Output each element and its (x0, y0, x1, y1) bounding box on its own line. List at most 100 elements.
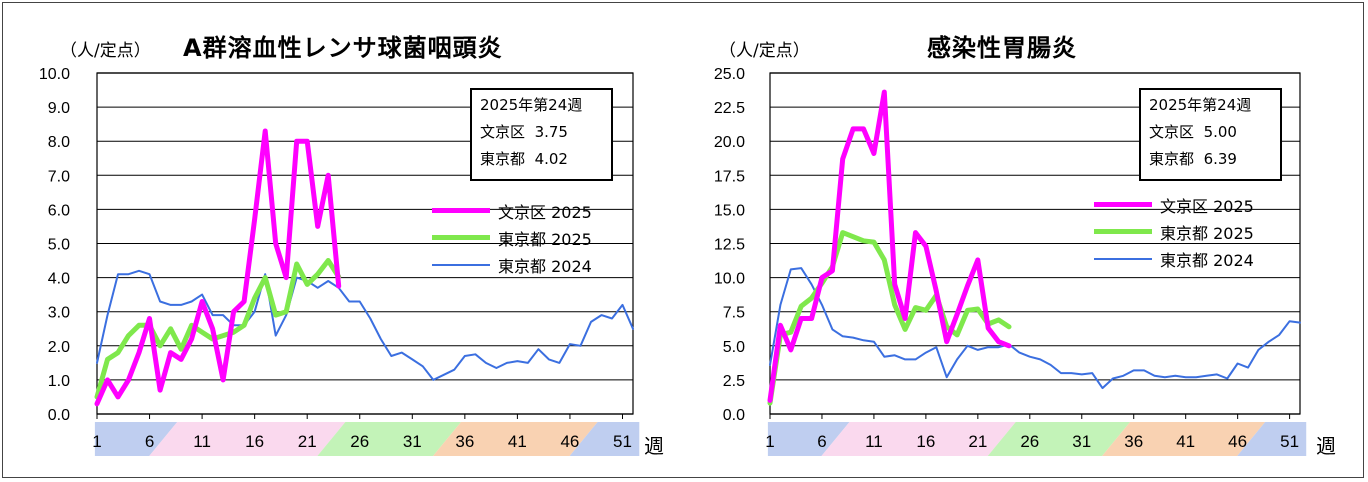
x-tick-label: 31 (1072, 432, 1091, 451)
legend-swatch (1094, 229, 1152, 234)
summary-label: 文京区 (1149, 123, 1195, 141)
legend-item-tokyo-2025: 東京都 2025 (432, 225, 632, 252)
season-band-autumn (432, 422, 598, 456)
legend-label: 東京都 2025 (1160, 224, 1254, 243)
y-axis-unit: （人/定点） (60, 41, 151, 61)
x-tick-label: 11 (865, 432, 883, 451)
y-tick-label: 0.0 (723, 407, 745, 424)
y-tick-label: 5.0 (723, 339, 745, 356)
summary-box: 2025年第24週 文京区 5.00 東京都 6.39 (1139, 88, 1282, 181)
x-tick-label: 21 (298, 432, 317, 451)
summary-value: 4.02 (534, 150, 568, 168)
y-tick-label: 25.0 (714, 66, 745, 83)
y-tick-label: 7.0 (48, 168, 70, 185)
summary-label: 文京区 (480, 123, 526, 141)
summary-value: 5.00 (1203, 123, 1237, 141)
y-tick-label: 15.0 (714, 202, 745, 219)
y-tick-label: 12.5 (714, 237, 745, 254)
legend: 文京区 2025 東京都 2025 東京都 2024 (432, 198, 632, 279)
season-band-winter-end (569, 422, 640, 456)
x-tick-label: 36 (455, 432, 474, 451)
chart-title: 感染性胃腸炎 (927, 34, 1077, 62)
summary-value: 3.75 (534, 123, 568, 141)
x-tick-label: 26 (1020, 432, 1039, 451)
x-tick-label: 21 (968, 432, 987, 451)
chart-gastro-svg: 0.0 2.5 5.0 7.5 10.0 12.5 15.0 17.5 20.0 22.5 25.0… (714, 66, 1307, 456)
x-tick-label: 41 (508, 432, 527, 451)
legend-item-tokyo-2024: 東京都 2024 (1094, 246, 1294, 273)
plot-area (96, 72, 634, 415)
y-axis-unit: （人/定点） (719, 41, 810, 61)
legend: 文京区 2025 東京都 2025 東京都 2024 (1094, 192, 1294, 273)
y-tick-label: 2.0 (48, 339, 70, 356)
legend-label: 東京都 2024 (1160, 251, 1254, 270)
plot-area (769, 72, 1301, 415)
y-tick-label: 2.5 (723, 373, 745, 390)
summary-box-title: 2025年第24週 (480, 96, 583, 114)
x-tick-label: 36 (1124, 432, 1143, 451)
legend-item-tokyo-2024: 東京都 2024 (432, 252, 632, 279)
legend-swatch (432, 264, 490, 266)
x-tick-label: 31 (403, 432, 422, 451)
y-tick-label: 10.0 (39, 66, 70, 83)
summary-box: 2025年第24週 文京区 3.75 東京都 4.02 (470, 88, 613, 181)
x-tick-label: 51 (1280, 432, 1299, 451)
x-axis-unit: 週 (644, 434, 664, 458)
series-line-bunkyo-2025 (94, 128, 342, 407)
series-line-tokyo-2025 (767, 230, 1012, 406)
legend-item-bunkyo-2025: 文京区 2025 (432, 198, 632, 225)
series-line-bunkyo-2025 (767, 89, 1012, 403)
x-tick-label: 6 (145, 432, 154, 451)
series-line-tokyo-2024 (769, 267, 1301, 390)
x-tick-label: 16 (245, 432, 264, 451)
summary-box-title: 2025年第24週 (1149, 96, 1252, 114)
y-tick-label: 6.0 (48, 202, 70, 219)
summary-value: 6.39 (1203, 150, 1237, 168)
legend-swatch (432, 208, 490, 213)
season-band-autumn (1102, 422, 1266, 456)
legend-swatch (1094, 202, 1152, 207)
summary-label: 東京都 (1149, 150, 1195, 168)
summary-row-tokyo: 東京都 4.02 (480, 146, 603, 173)
summary-row-tokyo: 東京都 6.39 (1149, 146, 1272, 173)
x-tick-label: 26 (350, 432, 369, 451)
season-band-spring (821, 422, 1016, 456)
season-band-summer (317, 422, 461, 456)
x-tick-label: 6 (817, 432, 826, 451)
legend-swatch (1094, 258, 1152, 260)
season-band-summer (987, 422, 1131, 456)
legend-label: 文京区 2025 (1160, 197, 1254, 216)
y-tick-label: 1.0 (48, 373, 70, 390)
summary-row-bunkyo: 文京区 3.75 (480, 119, 603, 146)
x-tick-label: 41 (1176, 432, 1195, 451)
y-tick-label: 9.0 (48, 100, 70, 117)
chart-panel-gastro: 0.0 2.5 5.0 7.5 10.0 12.5 15.0 17.5 20.0 22.5 25.0… (684, 0, 1368, 482)
y-tick-label: 10.0 (714, 271, 745, 288)
y-tick-label: 7.5 (723, 305, 745, 322)
series-line-tokyo-2025 (94, 258, 342, 400)
chart-panel-strep: 0.0 1.0 2.0 3.0 4.0 5.0 6.0 7.0 8.0 9.0 10.0 1 6 11 16… (39, 34, 664, 458)
y-tick-label: 4.0 (48, 271, 70, 288)
x-tick-label: 51 (613, 432, 632, 451)
series-line-tokyo-2024 (96, 269, 634, 381)
legend-label: 東京都 2025 (498, 230, 592, 249)
season-band-winter (94, 422, 178, 456)
legend-item-bunkyo-2025: 文京区 2025 (1094, 192, 1294, 219)
summary-row-bunkyo: 文京区 5.00 (1149, 119, 1272, 146)
x-tick-label: 16 (916, 432, 935, 451)
y-tick-label: 8.0 (48, 134, 70, 151)
season-band-spring (149, 422, 346, 456)
x-axis-unit: 週 (1316, 434, 1336, 458)
legend-item-tokyo-2025: 東京都 2025 (1094, 219, 1294, 246)
x-tick-label: 46 (1228, 432, 1247, 451)
y-tick-label: 0.0 (48, 407, 70, 424)
legend-label: 東京都 2024 (498, 257, 592, 276)
y-tick-label: 3.0 (48, 305, 70, 322)
x-tick-label: 11 (193, 432, 211, 451)
y-tick-label: 5.0 (48, 237, 70, 254)
y-tick-label: 17.5 (714, 168, 745, 185)
legend-swatch (432, 235, 490, 240)
y-tick-label: 22.5 (714, 100, 745, 117)
season-band-winter (767, 422, 850, 456)
